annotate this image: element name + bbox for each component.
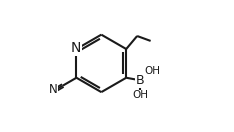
Text: OH: OH — [132, 90, 148, 100]
Text: OH: OH — [144, 66, 160, 76]
Text: N: N — [49, 83, 58, 96]
Text: B: B — [136, 74, 145, 87]
Text: N: N — [71, 41, 81, 55]
